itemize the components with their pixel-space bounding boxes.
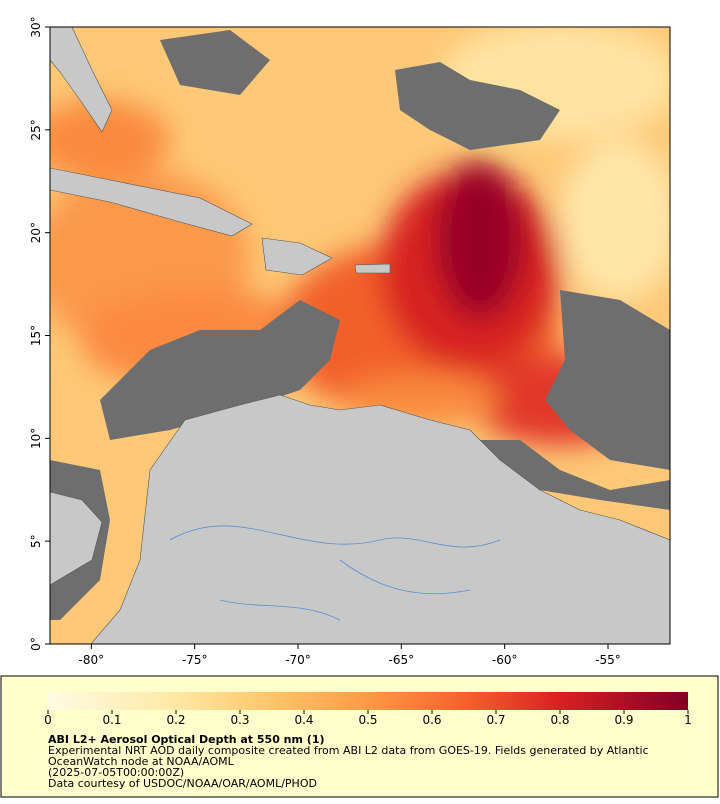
caption-line: Experimental NRT AOD daily composite cre… xyxy=(48,744,649,757)
colorbar-tick-label: 0.3 xyxy=(230,713,249,727)
x-tick-label: -75° xyxy=(182,653,208,667)
colorbar xyxy=(48,692,688,710)
y-tick-label: 10° xyxy=(29,428,43,449)
x-tick-label: -80° xyxy=(79,653,105,667)
colorbar-tick-label: 0.9 xyxy=(614,713,633,727)
colorbar-tick-label: 1 xyxy=(684,713,692,727)
map xyxy=(50,27,670,644)
caption-title: ABI L2+ Aerosol Optical Depth at 550 nm … xyxy=(48,733,325,746)
y-tick-label: 20° xyxy=(29,222,43,243)
no-data-area xyxy=(50,30,670,620)
caption-line: (2025-07-05T00:00:00Z) xyxy=(48,766,184,779)
x-tick-label: -55° xyxy=(595,653,621,667)
colorbar-tick-label: 0.2 xyxy=(166,713,185,727)
y-tick-label: 5° xyxy=(29,534,43,548)
colorbar-tick-label: 0.6 xyxy=(422,713,441,727)
y-tick-label: 30° xyxy=(29,16,43,37)
colorbar-tick-label: 0.4 xyxy=(294,713,313,727)
x-tick-label: -65° xyxy=(389,653,415,667)
colorbar-tick-label: 0.1 xyxy=(102,713,121,727)
y-tick-label: 25° xyxy=(29,119,43,140)
y-tick-label: 15° xyxy=(29,325,43,346)
colorbar-tick-label: 0.5 xyxy=(358,713,377,727)
colorbar-tick-label: 0.8 xyxy=(550,713,569,727)
caption-line: Data courtesy of USDOC/NOAA/OAR/AOML/PHO… xyxy=(48,777,317,790)
y-tick-label: 0° xyxy=(29,637,43,651)
land xyxy=(50,27,670,644)
x-tick-label: -70° xyxy=(285,653,311,667)
caption-line: OceanWatch node at NOAA/AOML xyxy=(48,755,235,768)
x-tick-label: -60° xyxy=(492,653,518,667)
colorbar-tick-label: 0.7 xyxy=(486,713,505,727)
colorbar-tick-label: 0 xyxy=(44,713,52,727)
rivers xyxy=(169,525,501,621)
aerosol-plume xyxy=(50,27,670,445)
